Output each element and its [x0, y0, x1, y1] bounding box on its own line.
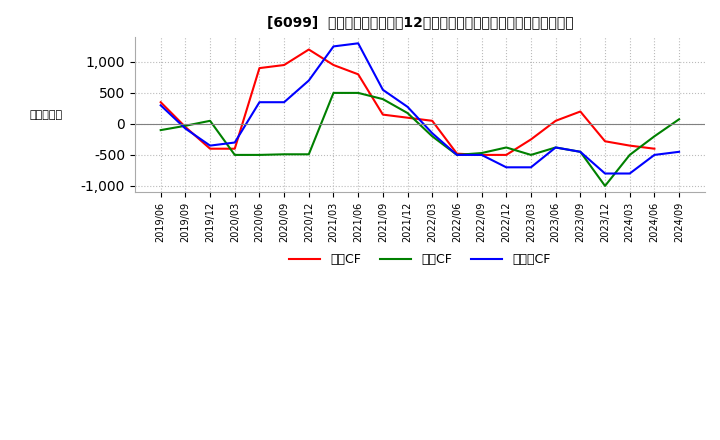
営業CF: [230, 146, 239, 151]
投資CF: [305, 152, 313, 157]
Y-axis label: （百万円）: （百万円）: [30, 110, 63, 120]
フリーCF: [403, 104, 412, 110]
Title: [6099]  キャッシュフローの12か月移動合計の対前年同期増減額の推移: [6099] キャッシュフローの12か月移動合計の対前年同期増減額の推移: [266, 15, 573, 29]
フリーCF: [354, 40, 362, 46]
フリーCF: [675, 149, 683, 154]
営業CF: [403, 115, 412, 121]
営業CF: [576, 109, 585, 114]
フリーCF: [230, 140, 239, 145]
投資CF: [502, 145, 510, 150]
投資CF: [403, 110, 412, 116]
投資CF: [477, 150, 486, 156]
投資CF: [626, 152, 634, 158]
営業CF: [379, 112, 387, 117]
投資CF: [650, 134, 659, 139]
フリーCF: [626, 171, 634, 176]
フリーCF: [477, 152, 486, 158]
フリーCF: [305, 78, 313, 83]
営業CF: [453, 151, 462, 156]
フリーCF: [552, 145, 560, 150]
Line: 営業CF: 営業CF: [161, 50, 654, 155]
投資CF: [600, 183, 609, 189]
投資CF: [354, 90, 362, 95]
投資CF: [181, 123, 189, 128]
営業CF: [156, 99, 165, 105]
営業CF: [502, 152, 510, 158]
投資CF: [156, 128, 165, 133]
フリーCF: [329, 44, 338, 49]
投資CF: [428, 134, 436, 139]
Line: フリーCF: フリーCF: [161, 43, 679, 173]
フリーCF: [181, 126, 189, 131]
営業CF: [428, 118, 436, 124]
投資CF: [552, 145, 560, 150]
投資CF: [280, 152, 289, 157]
投資CF: [576, 149, 585, 154]
投資CF: [453, 152, 462, 158]
営業CF: [552, 118, 560, 124]
投資CF: [206, 118, 215, 124]
投資CF: [255, 152, 264, 158]
投資CF: [329, 90, 338, 95]
Legend: 営業CF, 投資CF, フリーCF: 営業CF, 投資CF, フリーCF: [284, 248, 556, 271]
フリーCF: [576, 149, 585, 154]
フリーCF: [156, 103, 165, 108]
フリーCF: [280, 99, 289, 105]
フリーCF: [526, 165, 535, 170]
投資CF: [526, 152, 535, 158]
Line: 投資CF: 投資CF: [161, 93, 679, 186]
営業CF: [650, 146, 659, 151]
フリーCF: [453, 152, 462, 158]
フリーCF: [255, 99, 264, 105]
フリーCF: [379, 87, 387, 92]
投資CF: [379, 96, 387, 102]
フリーCF: [428, 131, 436, 136]
営業CF: [477, 152, 486, 158]
営業CF: [181, 125, 189, 130]
営業CF: [354, 72, 362, 77]
営業CF: [600, 139, 609, 144]
フリーCF: [502, 165, 510, 170]
営業CF: [329, 62, 338, 68]
営業CF: [526, 137, 535, 142]
営業CF: [305, 47, 313, 52]
フリーCF: [650, 152, 659, 158]
フリーCF: [206, 143, 215, 148]
投資CF: [230, 152, 239, 158]
営業CF: [626, 143, 634, 148]
営業CF: [255, 66, 264, 71]
営業CF: [206, 146, 215, 151]
営業CF: [280, 62, 289, 68]
投資CF: [675, 117, 683, 122]
フリーCF: [600, 171, 609, 176]
